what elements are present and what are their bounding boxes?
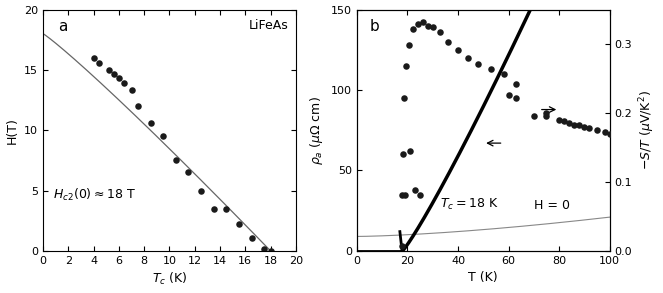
Point	[584, 126, 595, 130]
Point	[103, 68, 114, 72]
Point	[183, 170, 194, 175]
Point	[574, 123, 585, 128]
Point	[397, 244, 408, 248]
Point	[400, 192, 410, 197]
Point	[417, 20, 428, 25]
Point	[401, 64, 412, 68]
Point	[93, 60, 104, 65]
Text: $H_{c2}(0) \approx 18$ T: $H_{c2}(0) \approx 18$ T	[53, 187, 136, 203]
Point	[541, 114, 552, 119]
Point	[498, 71, 509, 76]
Point	[410, 188, 420, 192]
Point	[119, 81, 129, 86]
Point	[569, 122, 579, 127]
Y-axis label: H(T): H(T)	[5, 117, 19, 144]
Point	[221, 206, 231, 211]
Point	[485, 67, 496, 71]
Point	[398, 152, 408, 157]
Y-axis label: $\rho_a$ ($\mu\Omega$ cm): $\rho_a$ ($\mu\Omega$ cm)	[308, 96, 326, 165]
Point	[511, 96, 522, 100]
Text: b: b	[369, 19, 379, 34]
Point	[404, 149, 415, 154]
Point	[196, 188, 206, 193]
Point	[528, 114, 539, 119]
Point	[428, 25, 438, 30]
Point	[407, 27, 418, 31]
Point	[592, 128, 603, 133]
Point	[579, 125, 589, 129]
X-axis label: $T_c$ (K): $T_c$ (K)	[152, 271, 188, 287]
Text: $T_c = 18$ K: $T_c = 18$ K	[440, 197, 499, 212]
Point	[399, 96, 410, 100]
Point	[158, 134, 168, 139]
Point	[422, 23, 433, 28]
Point	[170, 158, 181, 163]
Text: LiFeAs: LiFeAs	[249, 19, 288, 32]
Point	[88, 55, 99, 60]
Text: a: a	[58, 19, 68, 34]
Point	[463, 55, 473, 60]
Point	[247, 235, 257, 240]
Point	[412, 22, 423, 26]
Point	[453, 47, 463, 52]
Point	[145, 121, 156, 125]
Point	[443, 39, 453, 44]
Point	[564, 121, 575, 126]
Point	[396, 192, 407, 197]
Y-axis label: $-S/T$ ($\mu$V/K$^2$): $-S/T$ ($\mu$V/K$^2$)	[638, 90, 658, 170]
Point	[259, 246, 270, 251]
Point	[133, 104, 143, 108]
Point	[541, 111, 552, 115]
Point	[233, 222, 244, 227]
Point	[109, 71, 119, 76]
Point	[403, 42, 414, 47]
Point	[113, 76, 124, 81]
Point	[554, 117, 564, 122]
Text: H = 0: H = 0	[534, 199, 570, 212]
X-axis label: T (K): T (K)	[469, 271, 498, 284]
Point	[605, 131, 615, 136]
Point	[126, 88, 137, 93]
Point	[435, 30, 446, 35]
Point	[415, 192, 426, 197]
Point	[473, 62, 483, 67]
Point	[599, 129, 610, 134]
Point	[511, 81, 522, 86]
Point	[208, 206, 219, 211]
Point	[559, 119, 570, 124]
Point	[265, 248, 276, 253]
Point	[503, 93, 514, 97]
